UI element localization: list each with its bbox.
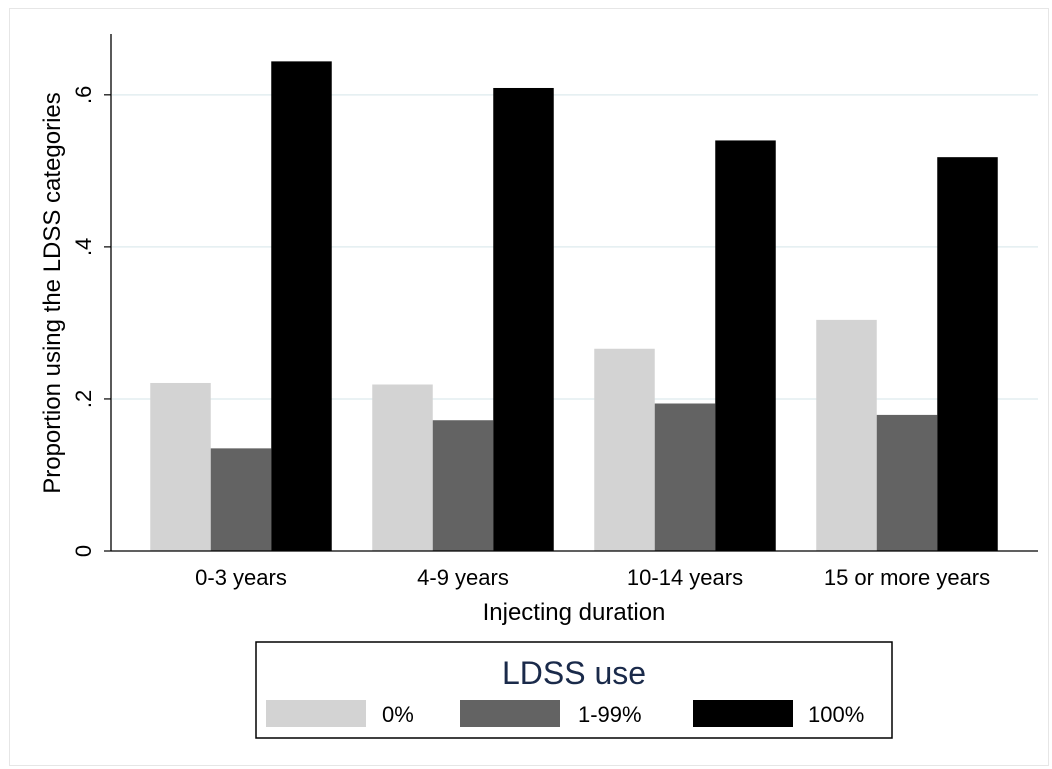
legend-label: 100% xyxy=(808,702,864,727)
bar xyxy=(816,319,877,551)
y-tick-label: .4 xyxy=(71,238,96,256)
legend-swatch xyxy=(266,700,366,727)
legend-swatch xyxy=(460,700,560,727)
x-tick-label: 4-9 years xyxy=(417,565,509,590)
bar xyxy=(271,61,332,552)
y-tick-label: .2 xyxy=(71,390,96,408)
legend: LDSS use 0% 1-99% 100% xyxy=(255,641,893,739)
bar xyxy=(210,448,272,551)
y-axis-title: Proportion using the LDSS categories xyxy=(39,92,66,494)
bar xyxy=(372,384,433,551)
bar xyxy=(594,348,655,551)
bar xyxy=(937,157,998,551)
y-tick-label: 0 xyxy=(71,545,96,557)
legend-title: LDSS use xyxy=(502,655,646,691)
legend-label: 0% xyxy=(382,702,414,727)
legend-swatch xyxy=(693,700,793,727)
bar xyxy=(876,414,938,551)
y-tick-label: .6 xyxy=(71,86,96,104)
x-axis-title: Injecting duration xyxy=(483,599,666,626)
bar xyxy=(715,140,776,552)
x-tick-label: 15 or more years xyxy=(824,565,990,590)
bar xyxy=(654,403,716,551)
x-tick-label: 10-14 years xyxy=(627,565,743,590)
bar xyxy=(150,382,211,551)
bar xyxy=(493,87,554,551)
x-tick-label: 0-3 years xyxy=(195,565,287,590)
bar xyxy=(432,420,494,551)
legend-label: 1-99% xyxy=(578,702,642,727)
